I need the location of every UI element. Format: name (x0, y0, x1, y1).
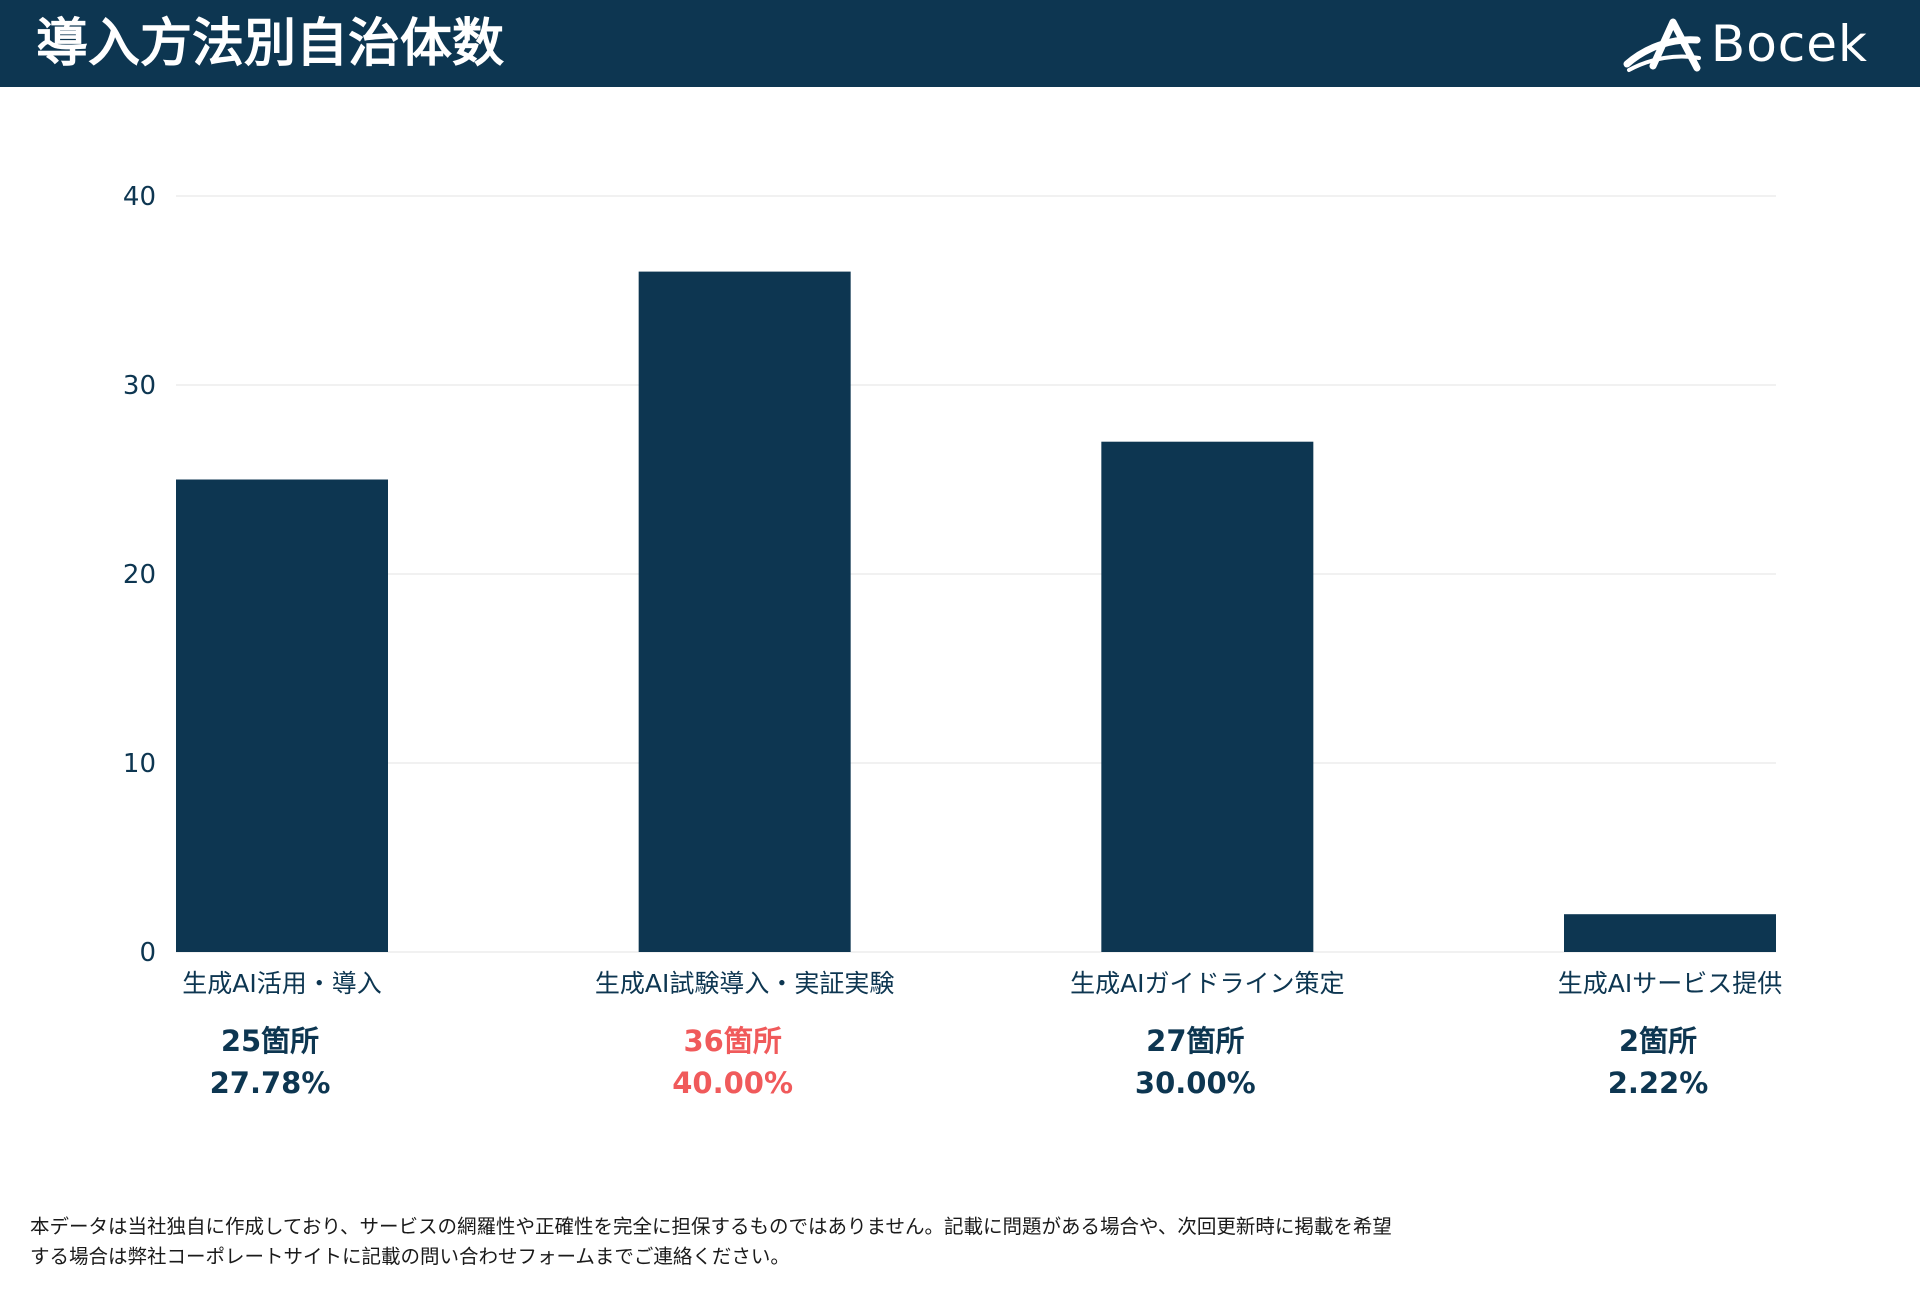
bocek-logo-icon (1623, 18, 1701, 72)
stat-percent: 30.00% (1134, 1066, 1256, 1100)
bar (638, 271, 851, 953)
stats-row: 25箇所 27.78% 36箇所 40.00% 27箇所 30.00% 2箇所 … (0, 1020, 1920, 1110)
x-category-label: 生成AIガイドライン策定 (1070, 969, 1344, 998)
stat-percent: 2.22% (1607, 1066, 1709, 1100)
x-category-label: 生成AI活用・導入 (182, 969, 381, 998)
y-tick-label: 40 (123, 182, 156, 212)
disclaimer-footnote: 本データは当社独自に作成しており、サービスの網羅性や正確性を完全に担保するもので… (30, 1212, 1630, 1272)
stat-block: 25箇所 27.78% (110, 1020, 430, 1104)
stat-percent: 27.78% (209, 1066, 331, 1100)
header-bar: 導入方法別自治体数 Bocek (0, 0, 1920, 87)
y-tick-label: 30 (123, 371, 156, 401)
footnote-line-1: 本データは当社独自に作成しており、サービスの網羅性や正確性を完全に担保するもので… (30, 1215, 1392, 1238)
stat-count: 2箇所 (1618, 1024, 1698, 1058)
stat-percent: 40.00% (672, 1066, 794, 1100)
bar-chart: 0 10 20 30 40 生成AI活用・導入 生成AI試験導入・実証実験 生成AIガイドライ… (0, 100, 1920, 1100)
stat-count: 27箇所 (1146, 1024, 1245, 1058)
logo-text: Bocek (1710, 15, 1868, 73)
stat-block: 2箇所 2.22% (1498, 1020, 1818, 1104)
bar (176, 479, 388, 952)
stat-block: 36箇所 40.00% (573, 1020, 893, 1104)
stat-block: 27箇所 30.00% (1035, 1020, 1355, 1104)
page-title: 導入方法別自治体数 (36, 14, 505, 74)
footnote-line-2: する場合は弊社コーポレートサイトに記載の問い合わせフォームまでご連絡ください。 (30, 1245, 790, 1268)
y-tick-label: 10 (123, 749, 156, 779)
brand-logo: Bocek (1623, 14, 1868, 74)
bar (1101, 441, 1314, 952)
x-category-label: 生成AI試験導入・実証実験 (595, 969, 894, 998)
y-tick-label: 20 (123, 560, 156, 590)
stat-count: 36箇所 (683, 1024, 782, 1058)
y-tick-label: 0 (139, 938, 156, 968)
x-category-label: 生成AIサービス提供 (1558, 969, 1782, 998)
stat-count: 25箇所 (220, 1024, 320, 1058)
bar-chart-svg: 0 10 20 30 40 生成AI活用・導入 生成AI試験導入・実証実験 生成AIガイドライ… (123, 182, 1782, 998)
bar (1564, 914, 1776, 952)
